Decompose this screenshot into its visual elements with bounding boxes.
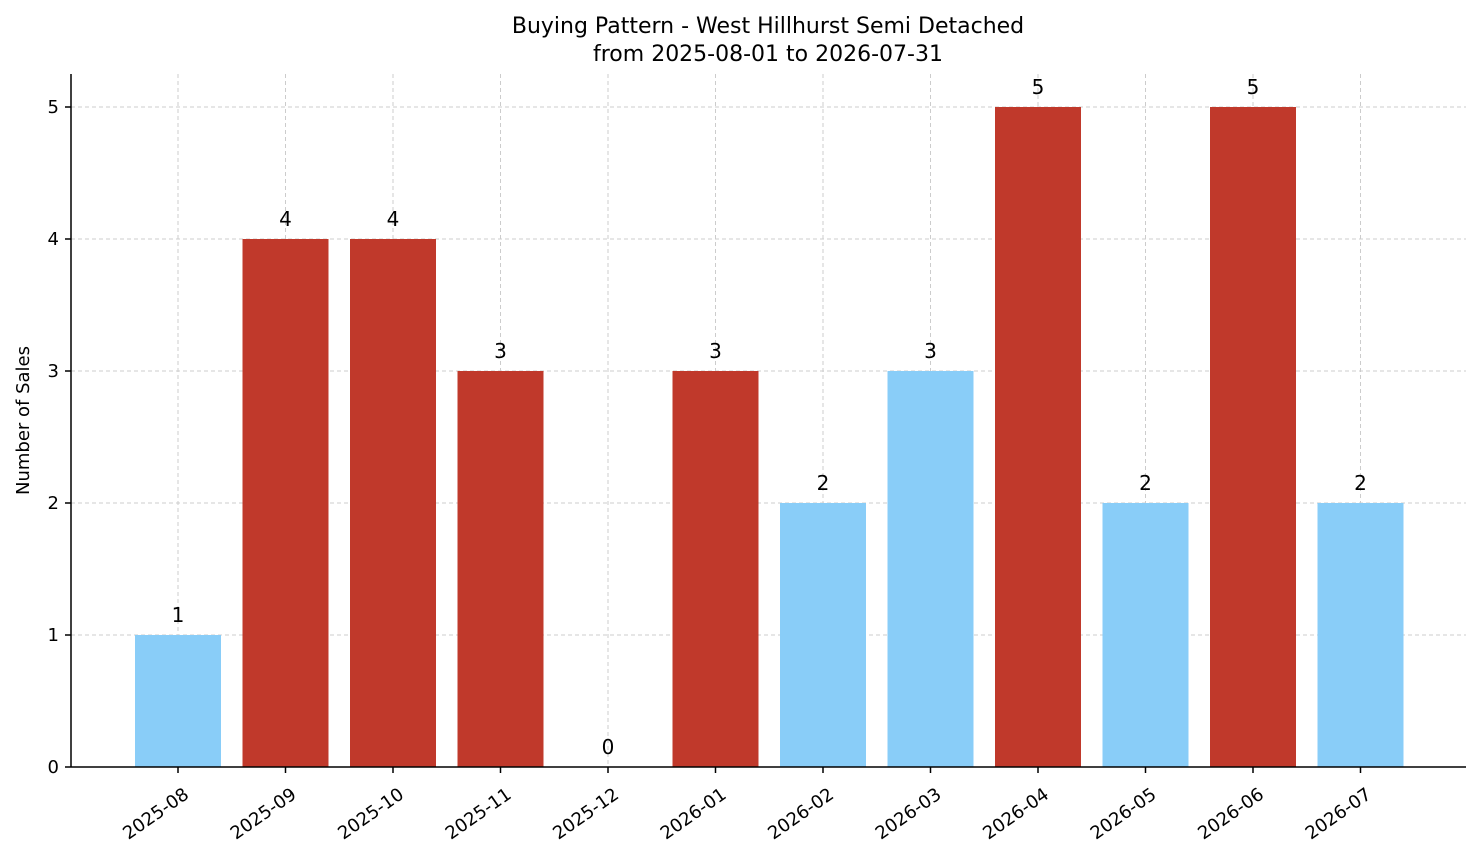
y-tick-label: 1 (48, 625, 59, 646)
bar-2026-06 (1210, 107, 1296, 767)
data-label-2026-01: 3 (709, 339, 722, 363)
x-axis-ticks: 2025-08 2025-09 2025-10 2025-11 2025-12 2026-… (119, 767, 1375, 844)
x-tick-label-2026-01: 2026-01 (657, 784, 731, 844)
x-tick-label-2025-11: 2025-11 (442, 784, 516, 844)
data-label-2026-04: 5 (1032, 75, 1045, 99)
data-label-2025-12: 0 (602, 735, 615, 759)
y-tick-label: 4 (48, 229, 59, 250)
data-label-2026-02: 2 (817, 471, 830, 495)
y-axis-label: Number of Sales (13, 346, 34, 495)
chart-title: Buying Pattern - West Hillhurst Semi Det… (512, 14, 1024, 39)
x-tick-label-2026-05: 2026-05 (1087, 784, 1161, 844)
bar-2025-11 (457, 371, 544, 767)
x-tick-label-2026-03: 2026-03 (872, 784, 946, 844)
y-tick-label: 5 (48, 97, 59, 118)
x-tick-label-2026-06: 2026-06 (1194, 784, 1268, 844)
data-label-2026-03: 3 (924, 339, 937, 363)
y-tick-label: 0 (48, 757, 59, 778)
bar-2026-01 (672, 371, 759, 767)
bar-2026-02 (780, 503, 866, 767)
x-tick-label-2025-12: 2025-12 (549, 784, 623, 844)
x-tick-label-2026-02: 2026-02 (764, 784, 838, 844)
bar-2026-03 (887, 371, 974, 767)
x-tick-label-2025-08: 2025-08 (119, 784, 193, 844)
bar-2026-04 (995, 107, 1081, 767)
y-tick-label: 2 (48, 493, 59, 514)
bars (135, 107, 1404, 767)
data-label-2026-05: 2 (1139, 471, 1152, 495)
y-tick-label: 3 (48, 361, 59, 382)
data-label-2025-10: 4 (387, 207, 400, 231)
x-tick-label-2025-10: 2025-10 (334, 784, 408, 844)
chart-subtitle: from 2025-08-01 to 2026-07-31 (593, 42, 943, 67)
x-tick-label-2025-09: 2025-09 (227, 784, 301, 844)
data-label-2025-11: 3 (494, 339, 507, 363)
x-tick-label-2026-04: 2026-04 (979, 784, 1053, 844)
y-axis-ticks: 0 1 2 3 4 5 (48, 97, 71, 778)
bar-2025-09 (242, 239, 329, 767)
bar-2026-05 (1102, 503, 1189, 767)
data-labels: 1 4 4 3 0 3 2 3 5 2 5 2 (172, 75, 1367, 759)
bar-2025-10 (350, 239, 436, 767)
data-label-2025-09: 4 (279, 207, 292, 231)
bar-2025-08 (135, 635, 221, 767)
data-label-2026-07: 2 (1354, 471, 1367, 495)
data-label-2026-06: 5 (1247, 75, 1260, 99)
data-label-2025-08: 1 (172, 603, 185, 627)
x-tick-label-2026-07: 2026-07 (1302, 784, 1376, 844)
bar-2026-07 (1317, 503, 1404, 767)
